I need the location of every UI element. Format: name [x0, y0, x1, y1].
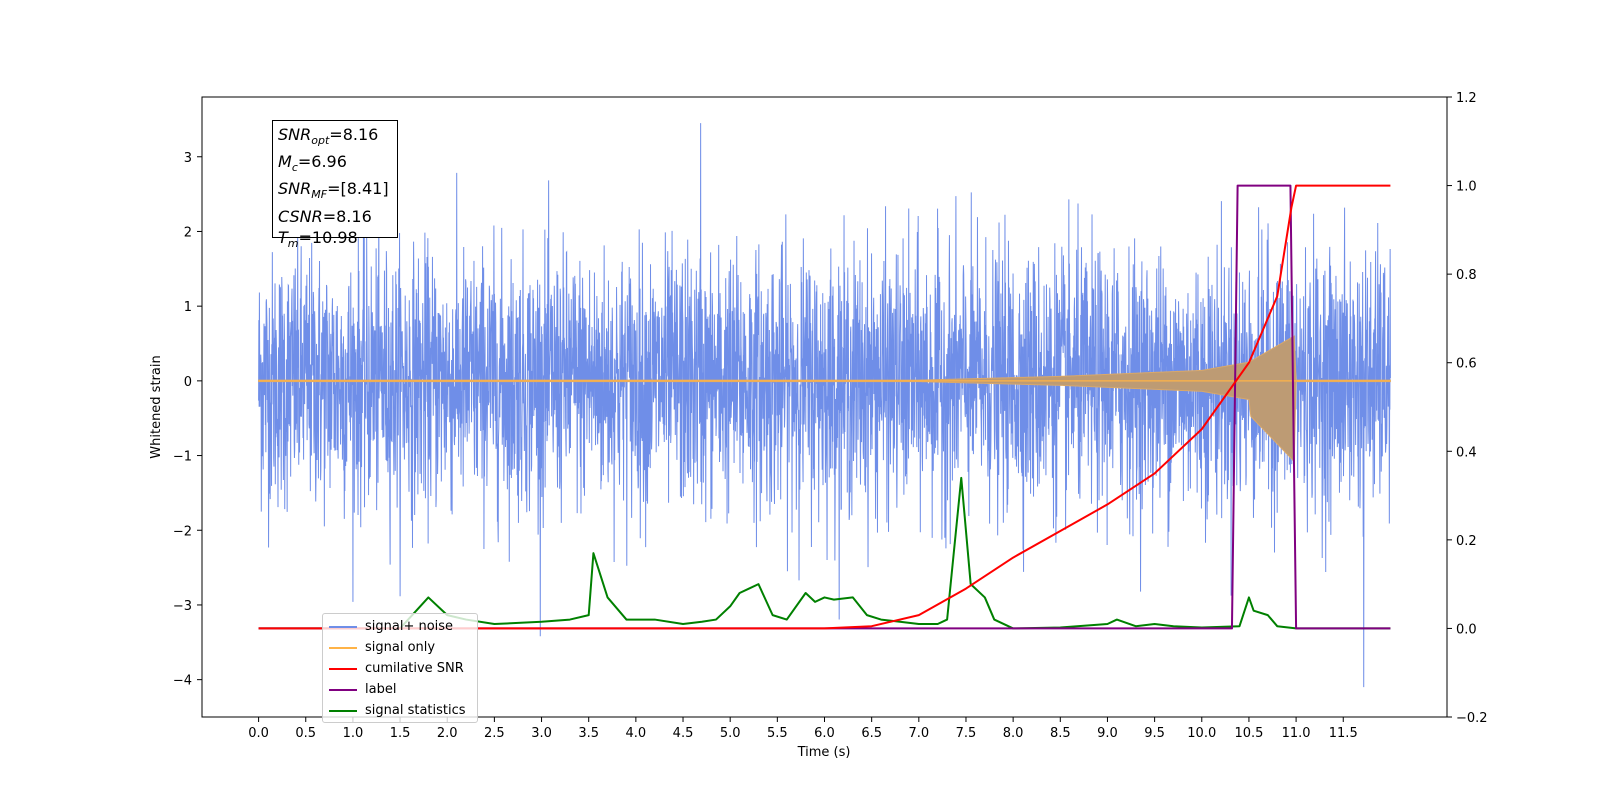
info-snr-mf-symbol: SNR	[278, 179, 312, 199]
info-mc-value: =6.96	[297, 152, 347, 172]
info-tm-subscript: m	[287, 236, 299, 250]
x-tick-label: 6.5	[861, 726, 882, 741]
legend-item-label: label	[323, 679, 477, 700]
y-right-tick-label: 0.8	[1456, 268, 1477, 283]
x-tick-label: 5.5	[767, 726, 788, 741]
x-tick-label: 8.5	[1050, 726, 1071, 741]
legend-swatch	[329, 646, 357, 649]
y-right-tick-label: 1.0	[1456, 180, 1477, 195]
y-right-tick-label: 1.2	[1456, 91, 1477, 106]
info-mc: Mc=6.96	[278, 151, 397, 178]
parameter-info-box: SNRopt=8.16 Mc=6.96 SNRMF=[8.41] CSNR=8.…	[272, 120, 398, 250]
legend-item-cumulative-snr: cumilative SNR	[323, 658, 477, 679]
x-tick-label: 1.5	[390, 726, 411, 741]
x-tick-label: 11.5	[1329, 726, 1358, 741]
y-left-tick-label: −1	[173, 450, 192, 465]
y-left-tick-label: −3	[173, 599, 192, 614]
series-signal-noise-line	[258, 123, 1391, 688]
legend-item-signal-only: signal only	[323, 637, 477, 658]
x-tick-label: 7.0	[908, 726, 929, 741]
info-snr-mf-subscript: MF	[311, 188, 328, 202]
series-signal-only-area	[258, 335, 1391, 463]
x-tick-label: 11.0	[1282, 726, 1311, 741]
series-label-line	[258, 184, 1391, 630]
x-tick-label: 0.5	[295, 726, 316, 741]
y-left-tick-label: 2	[184, 225, 192, 240]
x-axis-label: Time (s)	[797, 745, 851, 760]
x-tick-label: 0.0	[248, 726, 269, 741]
x-tick-label: 6.0	[814, 726, 835, 741]
x-tick-label: 4.0	[626, 726, 647, 741]
x-tick-label: 5.0	[720, 726, 741, 741]
series-layer	[258, 123, 1391, 688]
info-tm: Tm=10.98	[278, 227, 397, 254]
info-csnr-symbol: CSNR	[278, 206, 323, 226]
y-left-tick-label: 1	[184, 300, 192, 315]
y-left-tick-label: −4	[173, 674, 192, 689]
y-right-tick-label: −0.2	[1456, 711, 1488, 726]
info-snr-mf: SNRMF=[8.41]	[278, 178, 397, 205]
x-tick-label: 10.0	[1187, 726, 1216, 741]
y-right-tick-label: 0.2	[1456, 534, 1477, 549]
y-right-tick-label: 0.6	[1456, 357, 1477, 372]
legend-item-signal-noise: signal+ noise	[323, 616, 477, 637]
info-mc-symbol: M	[278, 152, 292, 172]
y-right-tick-label: 0.0	[1456, 622, 1477, 637]
x-tick-label: 2.5	[484, 726, 505, 741]
y-left-tick-label: −2	[173, 524, 192, 539]
y-left-tick-label: 3	[184, 151, 192, 166]
info-csnr-value: =8.16	[322, 206, 372, 226]
legend-swatch	[329, 667, 357, 670]
x-tick-label: 4.5	[673, 726, 694, 741]
x-tick-label: 10.5	[1234, 726, 1263, 741]
legend-label: signal statistics	[365, 703, 466, 718]
legend-item-signal-statistics: signal statistics	[323, 700, 477, 721]
x-tick-label: 1.0	[343, 726, 364, 741]
y-axis-right: −0.2 0.0 0.2 0.4 0.6 0.8 1.0 1.2	[1447, 91, 1488, 726]
info-snr-opt-symbol: SNR	[278, 125, 312, 144]
info-tm-symbol: T	[278, 227, 288, 247]
x-tick-label: 9.0	[1097, 726, 1118, 741]
legend-label: cumilative SNR	[365, 661, 464, 676]
info-snr-opt: SNRopt=8.16	[278, 124, 397, 151]
x-tick-label: 2.0	[437, 726, 458, 741]
info-snr-mf-value: =[8.41]	[327, 179, 389, 199]
info-csnr: CSNR=8.16	[278, 206, 397, 227]
legend-label: signal+ noise	[365, 619, 454, 634]
legend-swatch	[329, 709, 357, 712]
info-snr-opt-value: =8.16	[329, 125, 379, 144]
legend-swatch	[329, 625, 357, 628]
legend-label: signal only	[365, 640, 436, 655]
chart-legend: signal+ noise signal only cumilative SNR…	[322, 613, 478, 723]
x-tick-label: 3.5	[578, 726, 599, 741]
x-axis: 0.0 0.5 1.0 1.5 2.0 2.5 3.0 3.5 4.0 4.5 5.0 5.5 6.0 6…	[248, 717, 1358, 741]
legend-swatch	[329, 688, 357, 691]
x-tick-label: 8.0	[1003, 726, 1024, 741]
info-tm-value: =10.98	[298, 227, 358, 247]
x-tick-label: 9.5	[1144, 726, 1165, 741]
y-axis-left: −4 −3 −2 −1 0 1 2 3	[173, 151, 202, 689]
y-right-tick-label: 0.4	[1456, 445, 1477, 460]
info-mc-subscript: c	[291, 161, 298, 175]
y-axis-label: Whitened strain	[149, 355, 164, 458]
legend-label: label	[365, 682, 397, 697]
x-tick-label: 7.5	[956, 726, 977, 741]
series-cumulative-snr-line	[258, 184, 1391, 630]
series-signal-statistics-line	[258, 476, 1391, 630]
x-tick-label: 3.0	[531, 726, 552, 741]
info-snr-opt-subscript: opt	[311, 134, 330, 148]
y-left-tick-label: 0	[184, 375, 192, 390]
